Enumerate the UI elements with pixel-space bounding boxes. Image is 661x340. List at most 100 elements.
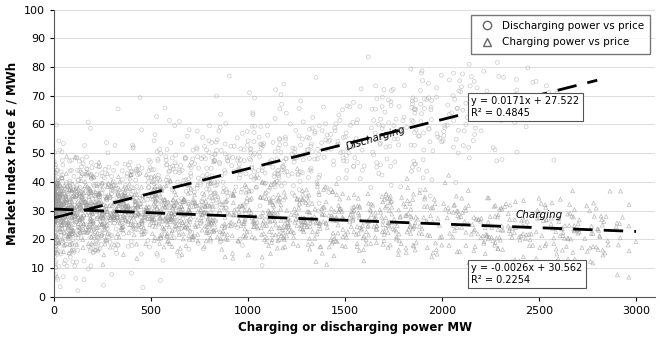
Point xyxy=(67,190,77,195)
Point xyxy=(329,234,339,239)
Point xyxy=(165,165,176,170)
Point xyxy=(256,142,267,147)
Point xyxy=(405,224,415,229)
Point xyxy=(365,207,375,212)
Point xyxy=(240,217,251,222)
Point xyxy=(187,234,198,239)
Point xyxy=(83,224,94,230)
Point xyxy=(424,233,435,238)
Point xyxy=(157,224,168,230)
Point xyxy=(265,251,276,256)
Point xyxy=(86,173,97,179)
Point xyxy=(549,157,559,163)
Point xyxy=(414,224,424,229)
Point xyxy=(67,186,78,192)
Point xyxy=(57,176,67,182)
Point xyxy=(615,235,625,241)
Point xyxy=(55,183,65,189)
Point xyxy=(160,204,171,209)
Point xyxy=(72,206,83,211)
Point xyxy=(69,194,80,199)
Point xyxy=(245,207,255,213)
Point xyxy=(149,173,160,179)
Point xyxy=(268,211,278,217)
Point xyxy=(123,209,134,215)
Point xyxy=(95,164,105,169)
Point xyxy=(498,104,508,110)
Point xyxy=(272,245,283,251)
Point xyxy=(105,203,116,208)
Point xyxy=(50,196,60,201)
Point xyxy=(72,227,83,233)
Point xyxy=(220,151,231,157)
Point xyxy=(211,139,221,145)
Point xyxy=(154,193,165,198)
Point xyxy=(50,247,61,253)
Point xyxy=(217,246,227,252)
Point xyxy=(73,231,83,237)
Point xyxy=(306,166,317,171)
Point xyxy=(114,179,125,185)
Point xyxy=(175,209,185,215)
Point xyxy=(385,164,396,169)
Point xyxy=(321,137,331,142)
Point xyxy=(251,214,261,219)
Point xyxy=(59,208,70,213)
Point xyxy=(295,98,306,104)
Point xyxy=(61,199,71,205)
Point xyxy=(112,215,123,220)
Point xyxy=(480,110,490,116)
Point xyxy=(61,233,71,239)
Point xyxy=(541,241,551,246)
Point xyxy=(303,192,314,198)
Point xyxy=(101,223,112,228)
Point xyxy=(143,204,154,209)
Point xyxy=(400,204,410,209)
Point xyxy=(100,207,110,212)
Point xyxy=(554,219,564,224)
Point xyxy=(293,202,304,208)
Point xyxy=(54,239,64,244)
Point xyxy=(290,150,300,155)
Point xyxy=(329,125,340,131)
Point xyxy=(305,220,315,226)
Point xyxy=(455,89,466,95)
Point xyxy=(62,214,73,220)
Point xyxy=(297,197,307,202)
Point xyxy=(429,197,440,202)
Point xyxy=(332,138,343,144)
Point xyxy=(393,207,404,212)
Point xyxy=(134,171,145,177)
Point xyxy=(407,105,417,110)
Point xyxy=(233,167,244,172)
Point xyxy=(201,230,212,235)
Point xyxy=(155,215,165,221)
Point xyxy=(237,203,248,208)
Point xyxy=(67,194,78,200)
Point xyxy=(121,206,132,211)
Point xyxy=(150,176,161,182)
Point xyxy=(120,190,130,195)
Point xyxy=(497,99,508,104)
Point xyxy=(50,191,61,197)
Point xyxy=(56,175,67,181)
Point xyxy=(120,218,131,223)
Point xyxy=(249,220,259,226)
Point xyxy=(169,123,180,129)
Point xyxy=(325,137,335,143)
Point xyxy=(297,227,308,233)
Point xyxy=(102,218,113,223)
Point xyxy=(120,202,130,208)
Point xyxy=(62,184,73,190)
Point xyxy=(297,188,308,193)
Point xyxy=(329,253,339,258)
Point xyxy=(273,198,284,204)
Point xyxy=(483,236,494,241)
Point xyxy=(299,229,309,234)
Point xyxy=(95,214,106,219)
Point xyxy=(189,192,200,198)
Point xyxy=(234,162,245,167)
Point xyxy=(84,244,95,249)
Point xyxy=(49,199,59,205)
Point xyxy=(130,212,140,218)
